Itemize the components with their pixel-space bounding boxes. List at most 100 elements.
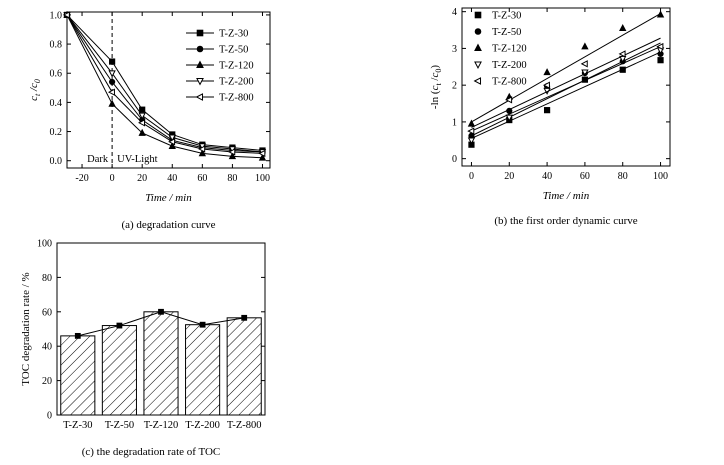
data-point [139, 106, 146, 113]
data-point [109, 78, 116, 86]
data-point [109, 58, 116, 65]
x-tick-label: 20 [504, 171, 514, 182]
y-tick-label: 0.8 [50, 40, 63, 51]
data-point [228, 152, 237, 160]
fit-line-t-z-200 [471, 42, 661, 137]
data-point [168, 134, 176, 142]
caption: (c) the degradation rate of TOC [82, 446, 221, 458]
x-tick-label: 100 [255, 173, 270, 184]
annotation-uv-light: UV-Light [117, 154, 158, 165]
y-tick-label: 3 [452, 44, 457, 55]
annotation-dark: Dark [87, 154, 109, 165]
data-point [467, 137, 476, 145]
panel-c-toc-degradation: 0 20 40 60 80 100 T-Z-30 T-Z-50 T-Z-120 T-Z-200 T-… [20, 239, 266, 458]
legend-label: T-Z-120 [492, 44, 527, 55]
data-point [62, 11, 70, 19]
x-tick-label: T-Z-800 [227, 420, 262, 431]
y-tick-label: 2 [452, 81, 457, 92]
data-point [137, 119, 146, 127]
x-axis-label: Time / min [543, 190, 590, 202]
data-point [108, 99, 116, 107]
x-tick-label: 40 [542, 171, 552, 182]
y-tick-label: 4 [452, 7, 457, 18]
data-point [258, 149, 266, 158]
y-tick-label: 1.0 [50, 10, 63, 21]
x-axis-label: Time / min [145, 192, 192, 204]
legend-marker [474, 11, 482, 19]
y-axis-label: TOC degradation rate / % [20, 272, 32, 385]
y-axis-label: -ln (ct /c0) [429, 65, 443, 109]
bar-t-z-120 [143, 311, 179, 416]
legend-label: T-Z-30 [492, 11, 521, 22]
data-point [619, 66, 626, 73]
y-tick-label: 0.4 [50, 98, 63, 109]
y-tick-label: 1 [452, 117, 457, 128]
data-point [505, 114, 513, 122]
data-point [657, 57, 664, 64]
bar-t-z-30 [60, 335, 96, 416]
data-point [158, 308, 164, 315]
legend-marker [474, 61, 482, 69]
legend-marker [473, 77, 482, 85]
bar-t-z-200 [185, 324, 221, 416]
data-point [228, 148, 236, 156]
legend-marker [196, 45, 204, 53]
data-point [199, 321, 206, 328]
x-tick-label: 40 [167, 173, 177, 184]
y-tick-label: 0 [452, 154, 457, 165]
x-tick-label: 100 [653, 171, 668, 182]
data-point [467, 119, 476, 127]
legend-label: T-Z-200 [219, 77, 254, 88]
fit-line-t-z-800 [471, 37, 661, 128]
data-point [542, 81, 550, 89]
data-point [258, 153, 267, 161]
data-point [168, 138, 176, 146]
legend-marker [196, 29, 204, 37]
legend-marker [196, 77, 204, 86]
x-tick-label: T-Z-30 [63, 420, 92, 431]
legend-marker [474, 43, 482, 52]
data-point [580, 60, 588, 68]
x-tick-label: 0 [110, 173, 115, 184]
data-point [198, 145, 206, 153]
data-point [581, 42, 589, 50]
data-point [74, 332, 81, 339]
data-point [198, 149, 207, 157]
caption: (a) degradation curve [121, 219, 215, 231]
x-tick-label: T-Z-200 [185, 420, 220, 431]
y-tick-label: 80 [42, 273, 52, 284]
y-tick-label: 0.6 [50, 69, 63, 80]
y-tick-label: 60 [42, 307, 52, 318]
x-tick-label: 0 [469, 171, 474, 182]
y-axis-label: ct /c0 [28, 79, 42, 101]
data-point [168, 141, 176, 149]
data-point [467, 127, 475, 135]
x-tick-label: 60 [197, 173, 207, 184]
data-point [107, 88, 115, 96]
legend-label: T-Z-800 [219, 93, 254, 104]
y-tick-label: 0 [47, 411, 52, 422]
data-point [241, 314, 248, 321]
data-point [618, 50, 626, 58]
y-tick-label: 100 [37, 239, 52, 250]
data-point [138, 112, 146, 120]
legend-label: T-Z-800 [492, 77, 527, 88]
legend-marker [195, 93, 204, 101]
fit-line-t-z-120 [471, 13, 661, 123]
fit-line-t-z-30 [471, 51, 661, 139]
data-point [543, 68, 551, 76]
y-tick-label: 20 [42, 376, 52, 387]
y-tick-label: 0.2 [50, 127, 63, 138]
panel-b-first-order-curve: 0 20 40 60 80 100 0 1 2 3 4 T-Z-30 T-Z-50 T-Z-120 T-Z-… [429, 7, 671, 227]
legend-label: T-Z-30 [219, 29, 248, 40]
x-tick-label: 80 [227, 173, 237, 184]
data-point [619, 24, 627, 32]
legend-marker [474, 28, 482, 35]
y-tick-label: 40 [42, 342, 52, 353]
legend-label: T-Z-50 [492, 27, 521, 38]
y-tick-label: 0.0 [50, 156, 63, 167]
x-tick-label: 80 [618, 171, 628, 182]
caption: (b) the first order dynamic curve [494, 215, 637, 227]
x-tick-label: 20 [137, 173, 147, 184]
